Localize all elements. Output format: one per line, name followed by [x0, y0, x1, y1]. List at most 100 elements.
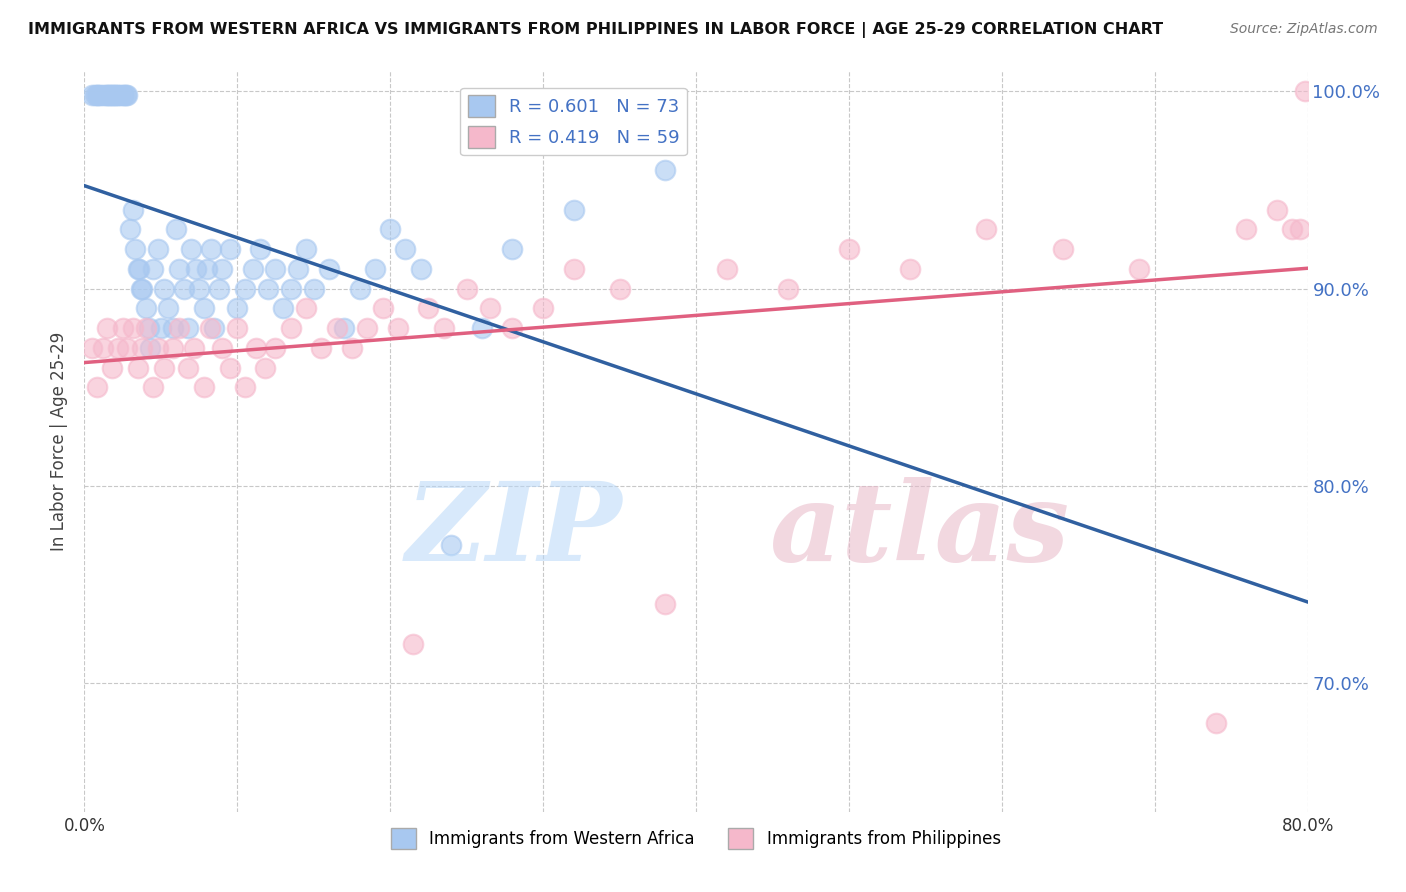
Point [127, 261, 149, 276]
Point [86, 380, 108, 394]
Point [226, 321, 249, 335]
Point [242, 261, 264, 276]
Point [157, 301, 180, 316]
Point [433, 321, 456, 335]
Point [409, 261, 432, 276]
Point [295, 242, 318, 256]
Point [776, 281, 799, 295]
Point [101, 88, 124, 103]
Point [202, 321, 225, 335]
Point [146, 242, 169, 256]
Point [380, 222, 402, 236]
Point [233, 380, 256, 394]
Legend: Immigrants from Western Africa, Immigrants from Philippines: Immigrants from Western Africa, Immigran… [384, 822, 1008, 855]
Point [138, 321, 160, 335]
Point [120, 222, 142, 236]
Point [356, 321, 378, 335]
Point [153, 281, 176, 295]
Point [253, 360, 276, 375]
Point [128, 261, 150, 276]
Point [1236, 222, 1258, 236]
Point [245, 341, 267, 355]
Point [142, 380, 165, 394]
Point [107, 88, 129, 103]
Point [371, 301, 394, 316]
Point [103, 88, 125, 103]
Point [394, 242, 416, 256]
Point [108, 88, 131, 103]
Point [142, 261, 165, 276]
Point [96, 88, 118, 103]
Point [104, 88, 127, 103]
Point [502, 321, 524, 335]
Point [107, 341, 129, 355]
Point [271, 301, 294, 316]
Point [387, 321, 409, 335]
Point [114, 88, 136, 103]
Point [1281, 222, 1303, 236]
Point [146, 341, 169, 355]
Point [478, 301, 501, 316]
Point [105, 88, 128, 103]
Point [139, 341, 162, 355]
Point [165, 222, 187, 236]
Point [195, 261, 218, 276]
Point [1205, 715, 1227, 730]
Text: ZIP: ZIP [406, 476, 623, 584]
Point [838, 242, 860, 256]
Point [976, 222, 998, 236]
Y-axis label: In Labor Force | Age 25-29: In Labor Force | Age 25-29 [51, 332, 69, 551]
Text: atlas: atlas [769, 476, 1070, 584]
Point [115, 341, 138, 355]
Point [162, 321, 184, 335]
Point [97, 88, 120, 103]
Point [471, 321, 494, 335]
Point [87, 88, 110, 103]
Point [111, 321, 134, 335]
Point [208, 281, 231, 295]
Point [264, 341, 287, 355]
Point [562, 261, 585, 276]
Point [122, 321, 145, 335]
Point [1052, 242, 1074, 256]
Point [211, 341, 233, 355]
Point [198, 321, 221, 335]
Point [211, 261, 233, 276]
Point [167, 261, 190, 276]
Point [122, 202, 145, 217]
Point [188, 281, 211, 295]
Point [177, 360, 200, 375]
Point [1265, 202, 1288, 217]
Point [264, 261, 287, 276]
Point [226, 301, 249, 316]
Point [91, 88, 114, 103]
Point [440, 538, 463, 552]
Point [249, 242, 271, 256]
Point [86, 88, 108, 103]
Point [280, 281, 302, 295]
Point [218, 242, 240, 256]
Point [115, 88, 138, 103]
Point [200, 242, 222, 256]
Point [364, 261, 387, 276]
Point [1289, 222, 1312, 236]
Point [112, 88, 135, 103]
Point [131, 341, 153, 355]
Point [184, 261, 207, 276]
Point [257, 281, 280, 295]
Point [502, 242, 524, 256]
Point [84, 88, 107, 103]
Point [898, 261, 921, 276]
Point [94, 88, 117, 103]
Point [287, 261, 309, 276]
Point [101, 360, 124, 375]
Point [295, 301, 318, 316]
Point [96, 321, 118, 335]
Point [349, 281, 371, 295]
Point [153, 360, 176, 375]
Text: Source: ZipAtlas.com: Source: ZipAtlas.com [1230, 22, 1378, 37]
Point [402, 637, 425, 651]
Point [193, 301, 215, 316]
Point [89, 88, 111, 103]
Point [1294, 84, 1316, 98]
